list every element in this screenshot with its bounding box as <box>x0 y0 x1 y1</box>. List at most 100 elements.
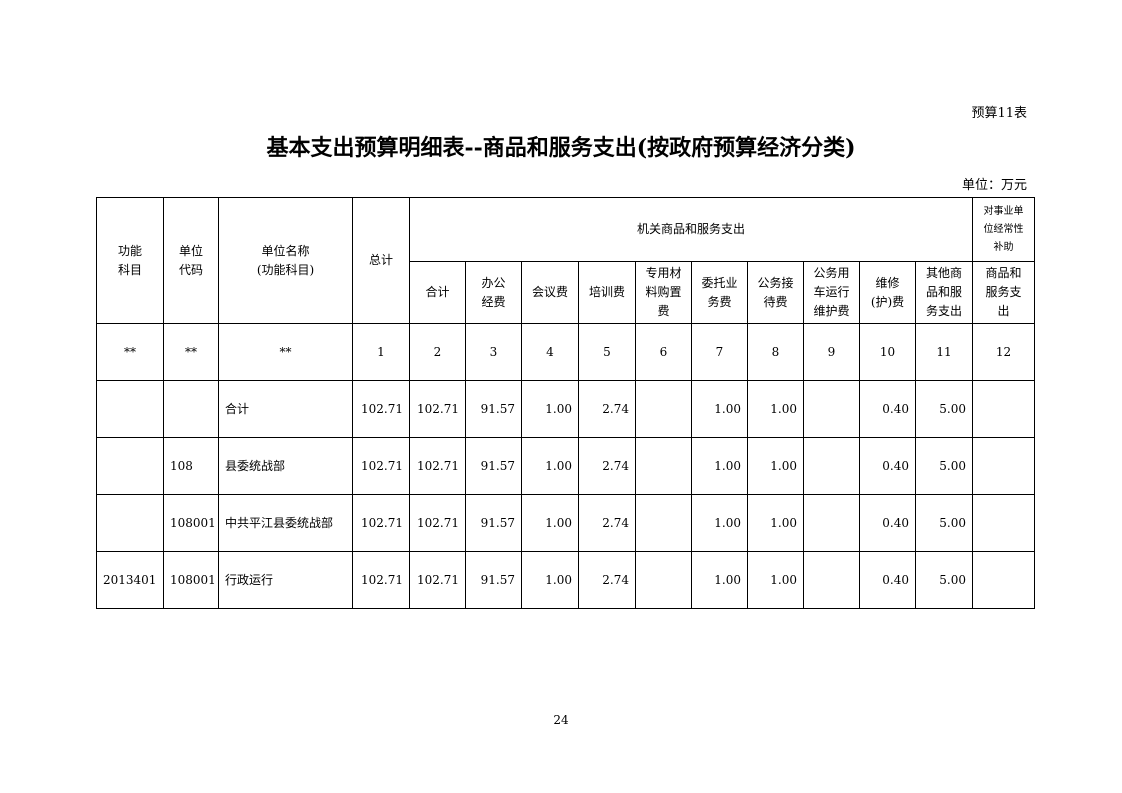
table-cell <box>972 494 1035 552</box>
header-sub: 会议费 <box>521 261 579 324</box>
table-cell: 0.40 <box>859 437 916 495</box>
table-cell <box>96 437 164 495</box>
table-cell: 5.00 <box>915 551 973 609</box>
index-cell: 1 <box>352 323 410 381</box>
table-cell: 1.00 <box>521 437 579 495</box>
table-cell <box>972 437 1035 495</box>
table-cell: 108 <box>163 437 219 495</box>
header-total: 总计 <box>352 197 410 324</box>
index-cell: 6 <box>635 323 692 381</box>
table-cell: 2013401 <box>96 551 164 609</box>
header-sub: 其他商 品和服 务支出 <box>915 261 973 324</box>
table-cell: 2.74 <box>578 380 636 438</box>
index-cell: ** <box>163 323 219 381</box>
header-unit-name: 单位名称 (功能科目) <box>218 197 353 324</box>
table-cell <box>96 494 164 552</box>
index-cell: ** <box>218 323 353 381</box>
table-cell: 91.57 <box>465 494 522 552</box>
table-row: 2013401 108001 行政运行 102.71 102.71 91.57 1.00 2.… <box>96 551 1035 609</box>
table-cell: 102.71 <box>352 494 410 552</box>
table-cell <box>803 551 860 609</box>
table-cell: 1.00 <box>521 380 579 438</box>
header-group-organ: 机关商品和服务支出 <box>409 197 973 262</box>
header-group-subsidy: 对事业单 位经常性 补助 <box>972 197 1035 262</box>
table-row: 108 县委统战部 102.71 102.71 91.57 1.00 2.74 1.00 1.0… <box>96 437 1035 495</box>
header-sub: 专用材 料购置 费 <box>635 261 692 324</box>
table-cell: 1.00 <box>691 551 748 609</box>
index-cell: 2 <box>409 323 466 381</box>
unit-label: 单位：万元 <box>961 178 1027 193</box>
page-number: 24 <box>553 713 569 727</box>
table-cell: 2.74 <box>578 551 636 609</box>
table-cell: 102.71 <box>409 551 466 609</box>
index-cell: 7 <box>691 323 748 381</box>
table-cell: 91.57 <box>465 551 522 609</box>
table-cell: 1.00 <box>521 551 579 609</box>
table-cell <box>96 380 164 438</box>
table-cell: 2.74 <box>578 494 636 552</box>
table-cell: 1.00 <box>691 380 748 438</box>
header-unit-code: 单位 代码 <box>163 197 219 324</box>
table-cell: 108001 <box>163 551 219 609</box>
index-cell: 5 <box>578 323 636 381</box>
table-cell: 1.00 <box>691 437 748 495</box>
table-cell: 91.57 <box>465 437 522 495</box>
budget-table: 功能 科目 单位 代码 单位名称 (功能科目) 总计 机关商品和服务支出 对事业… <box>96 197 1035 609</box>
table-cell <box>635 551 692 609</box>
table-cell: 1.00 <box>747 494 804 552</box>
header-sub: 委托业 务费 <box>691 261 748 324</box>
table-cell <box>635 380 692 438</box>
index-cell: ** <box>96 323 164 381</box>
index-cell: 11 <box>915 323 973 381</box>
header-sub: 培训费 <box>578 261 636 324</box>
table-cell <box>635 437 692 495</box>
header-sub: 办公 经费 <box>465 261 522 324</box>
index-cell: 9 <box>803 323 860 381</box>
header-func: 功能 科目 <box>96 197 164 324</box>
index-cell: 10 <box>859 323 916 381</box>
table-cell: 91.57 <box>465 380 522 438</box>
table-cell <box>635 494 692 552</box>
table-cell <box>803 437 860 495</box>
index-cell: 3 <box>465 323 522 381</box>
table-cell: 0.40 <box>859 551 916 609</box>
table-cell: 0.40 <box>859 494 916 552</box>
table-cell <box>163 380 219 438</box>
table-cell: 5.00 <box>915 494 973 552</box>
table-cell: 102.71 <box>352 437 410 495</box>
table-row: 合计 102.71 102.71 91.57 1.00 2.74 1.00 1.00 0.40 5… <box>96 380 1035 438</box>
table-cell: 1.00 <box>747 551 804 609</box>
table-cell: 102.71 <box>409 494 466 552</box>
table-cell: 1.00 <box>521 494 579 552</box>
table-cell <box>972 551 1035 609</box>
header-sub: 维修 (护)费 <box>859 261 916 324</box>
table-cell: 中共平江县委统战部 <box>218 494 353 552</box>
header-sub: 商品和 服务支 出 <box>972 261 1035 324</box>
index-cell: 8 <box>747 323 804 381</box>
index-row: ** ** ** 1 2 3 4 5 6 7 8 9 10 11 12 <box>96 323 1035 381</box>
header-sub: 公务用 车运行 维护费 <box>803 261 860 324</box>
table-cell: 1.00 <box>747 380 804 438</box>
header-sub: 合计 <box>409 261 466 324</box>
table-cell: 合计 <box>218 380 353 438</box>
table-cell: 1.00 <box>747 437 804 495</box>
table-cell: 县委统战部 <box>218 437 353 495</box>
index-cell: 12 <box>972 323 1035 381</box>
table-cell: 2.74 <box>578 437 636 495</box>
table-cell: 108001 <box>163 494 219 552</box>
table-cell: 行政运行 <box>218 551 353 609</box>
table-cell: 102.71 <box>409 437 466 495</box>
table-cell <box>972 380 1035 438</box>
table-cell: 5.00 <box>915 437 973 495</box>
table-code: 预算11表 <box>971 106 1027 121</box>
table-cell: 0.40 <box>859 380 916 438</box>
table-cell <box>803 494 860 552</box>
table-cell: 5.00 <box>915 380 973 438</box>
table-cell: 1.00 <box>691 494 748 552</box>
index-cell: 4 <box>521 323 579 381</box>
page-title: 基本支出预算明细表--商品和服务支出(按政府预算经济分类) <box>266 135 856 161</box>
table-row: 108001 中共平江县委统战部 102.71 102.71 91.57 1.00 2.74… <box>96 494 1035 552</box>
header-sub: 公务接 待费 <box>747 261 804 324</box>
table-cell <box>803 380 860 438</box>
